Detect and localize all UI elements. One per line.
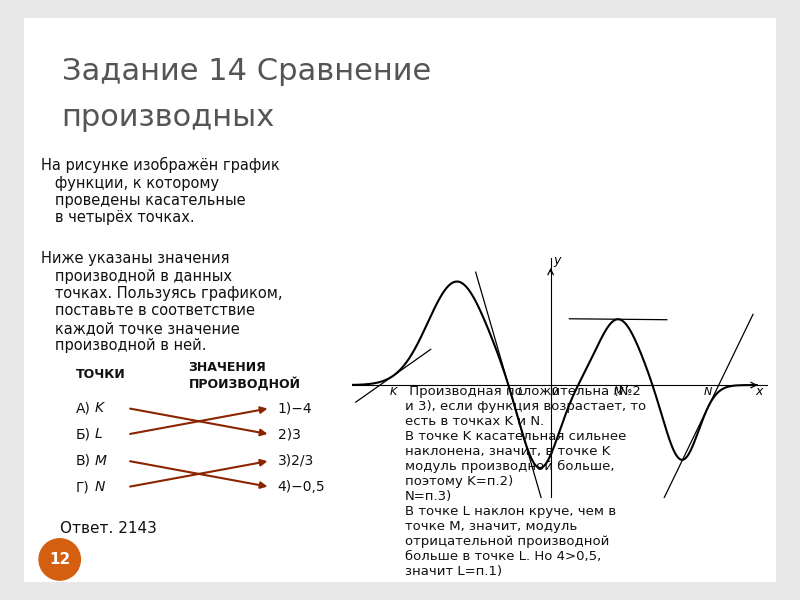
- Text: N: N: [94, 480, 105, 494]
- Text: ТОЧКИ: ТОЧКИ: [76, 368, 126, 380]
- Text: Г): Г): [76, 480, 90, 494]
- Text: 4)−0,5: 4)−0,5: [278, 480, 326, 494]
- Text: А): А): [76, 401, 90, 415]
- Text: 0: 0: [552, 388, 558, 397]
- Text: Ответ. 2143: Ответ. 2143: [60, 521, 157, 536]
- Text: N: N: [704, 388, 712, 397]
- Text: Задание 14 Сравнение: Задание 14 Сравнение: [62, 58, 431, 86]
- FancyBboxPatch shape: [20, 14, 780, 586]
- Text: 3)2/3: 3)2/3: [278, 454, 314, 468]
- Text: L: L: [94, 427, 102, 442]
- Text: M: M: [94, 454, 106, 468]
- Circle shape: [39, 539, 80, 580]
- Text: В): В): [76, 454, 90, 468]
- Text: 12: 12: [49, 552, 70, 567]
- Text: 1)−4: 1)−4: [278, 401, 313, 415]
- Text: 2)3: 2)3: [278, 427, 301, 442]
- Text: L: L: [518, 388, 524, 397]
- Text: x: x: [755, 385, 762, 398]
- Text: На рисунке изображён график
   функции, к которому
   проведены касательные
   в: На рисунке изображён график функции, к к…: [41, 157, 280, 226]
- Text: Производная положительна (№2
и 3), если функция возрастает, то
есть в точках K и: Производная положительна (№2 и 3), если …: [405, 385, 646, 578]
- Text: производных: производных: [62, 103, 275, 131]
- Text: Ниже указаны значения
   производной в данных
   точках. Пользуясь графиком,
   : Ниже указаны значения производной в данн…: [41, 251, 282, 353]
- Text: ЗНАЧЕНИЯ
ПРОИЗВОДНОЙ: ЗНАЧЕНИЯ ПРОИЗВОДНОЙ: [189, 361, 301, 390]
- Text: Б): Б): [76, 427, 90, 442]
- Text: K: K: [94, 401, 104, 415]
- Text: y: y: [554, 254, 561, 266]
- Text: M: M: [614, 388, 623, 397]
- Text: K: K: [390, 388, 397, 397]
